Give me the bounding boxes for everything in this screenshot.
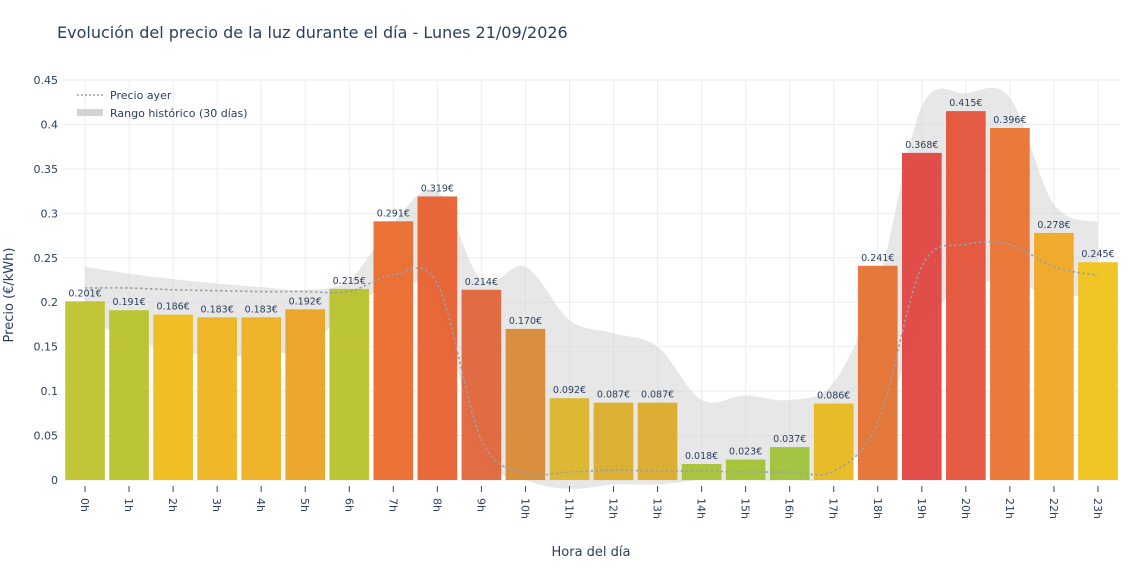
legend-label-range: Rango histórico (30 días) [110,107,248,120]
x-tick-label: 22h [1047,498,1060,519]
y-tick-label: 0.15 [34,341,59,354]
bars [65,111,1118,481]
bar-14h[interactable] [681,464,722,480]
data-label-17h: 0.086€ [817,391,850,402]
data-label-18h: 0.241€ [861,253,894,264]
data-label-11h: 0.092€ [553,385,586,396]
x-axis-ticks: 0h 1h 2h 3h 4h 5h 6h 7h 8h 9h 10h 11h 12h 13h 14h 15h 16… [78,486,1104,519]
y-tick-label: 0.2 [41,296,59,309]
bar-13h[interactable] [637,402,678,480]
bar-8h[interactable] [417,196,458,480]
bar-3h[interactable] [197,317,237,480]
x-tick-label: 14h [695,498,708,519]
bar-18h[interactable] [857,265,898,480]
y-tick-label: 0.45 [34,74,59,87]
data-label-21h: 0.396€ [993,115,1026,126]
bar-19h[interactable] [901,152,942,480]
bar-20h[interactable] [946,111,986,480]
data-label-9h: 0.214€ [465,277,498,288]
x-tick-label: 10h [518,498,531,519]
y-axis-title: Precio (€/kWh) [2,248,17,343]
data-label-8h: 0.319€ [421,183,454,194]
x-tick-label: 8h [430,498,443,512]
bar-7h[interactable] [373,221,414,481]
x-tick-label: 21h [1003,498,1016,519]
y-tick-label: 0 [51,474,58,487]
data-label-23h: 0.245€ [1081,249,1114,260]
data-label-6h: 0.215€ [333,276,366,287]
data-label-13h: 0.087€ [641,390,674,401]
data-label-16h: 0.037€ [773,434,806,445]
bar-15h[interactable] [725,459,766,480]
bar-23h[interactable] [1078,262,1118,480]
data-label-4h: 0.183€ [245,304,278,315]
x-tick-label: 12h [607,498,620,519]
x-tick-label: 20h [959,498,972,519]
bar-16h[interactable] [769,447,810,480]
x-tick-label: 17h [827,498,840,519]
data-label-7h: 0.291€ [377,208,410,219]
historical-range-band [85,87,1098,489]
y-tick-label: 0.25 [34,252,59,265]
x-tick-label: 4h [254,498,267,512]
y-tick-label: 0.35 [34,163,59,176]
x-tick-label: 23h [1091,498,1104,519]
y-tick-label: 0.4 [41,118,59,131]
bar-9h[interactable] [461,289,502,480]
data-label-1h: 0.191€ [112,297,145,308]
x-tick-label: 0h [78,498,91,512]
y-axis-ticks: 0 0.05 0.1 0.15 0.2 0.25 0.3 0.35 0.4 0.45 [34,74,59,487]
y-tick-label: 0.3 [41,207,59,220]
x-tick-label: 3h [210,498,223,512]
x-tick-label: 15h [739,498,752,519]
yesterday-price-line [85,240,1099,476]
x-tick-label: 9h [474,498,487,512]
x-tick-label: 18h [871,498,884,519]
x-tick-label: 13h [651,498,664,519]
range-band-area [85,87,1098,489]
x-tick-label: 1h [122,498,135,512]
bar-22h[interactable] [1034,232,1074,480]
legend-swatch-range [77,109,103,116]
bar-0h[interactable] [65,301,105,480]
data-labels: 0.201€ 0.191€ 0.186€ 0.183€ 0.183€ 0.192€ 0.21… [68,98,1114,462]
bar-12h[interactable] [593,402,634,480]
bar-5h[interactable] [285,309,326,480]
data-label-15h: 0.023€ [729,447,762,458]
bar-4h[interactable] [241,317,282,480]
yesterday-line [85,240,1099,476]
legend-label-yesterday: Precio ayer [110,89,172,102]
data-label-20h: 0.415€ [949,98,982,109]
bar-11h[interactable] [549,398,590,480]
bar-17h[interactable] [813,403,854,480]
x-tick-label: 2h [166,498,179,512]
bar-21h[interactable] [990,128,1030,480]
chart-title: Evolución del precio de la luz durante e… [57,23,568,42]
x-tick-label: 11h [562,498,575,519]
data-label-5h: 0.192€ [289,296,322,307]
x-tick-label: 19h [915,498,928,519]
legend: Precio ayer Rango histórico (30 días) [77,89,248,120]
data-label-3h: 0.183€ [201,304,234,315]
bar-6h[interactable] [329,288,370,480]
x-tick-label: 5h [298,498,311,512]
bar-1h[interactable] [109,310,149,480]
data-label-22h: 0.278€ [1037,220,1070,231]
y-tick-label: 0.1 [41,385,59,398]
data-label-0h: 0.201€ [68,288,101,299]
data-label-2h: 0.186€ [156,302,189,313]
x-tick-label: 16h [783,498,796,519]
x-axis-title: Hora del día [552,545,631,560]
data-label-14h: 0.018€ [685,451,718,462]
x-tick-label: 6h [342,498,355,512]
data-label-19h: 0.368€ [905,140,938,151]
x-tick-label: 7h [386,498,399,512]
bar-10h[interactable] [505,328,546,480]
data-label-12h: 0.087€ [597,390,630,401]
data-label-10h: 0.170€ [509,316,542,327]
bar-2h[interactable] [153,314,193,480]
y-tick-label: 0.05 [34,430,59,443]
